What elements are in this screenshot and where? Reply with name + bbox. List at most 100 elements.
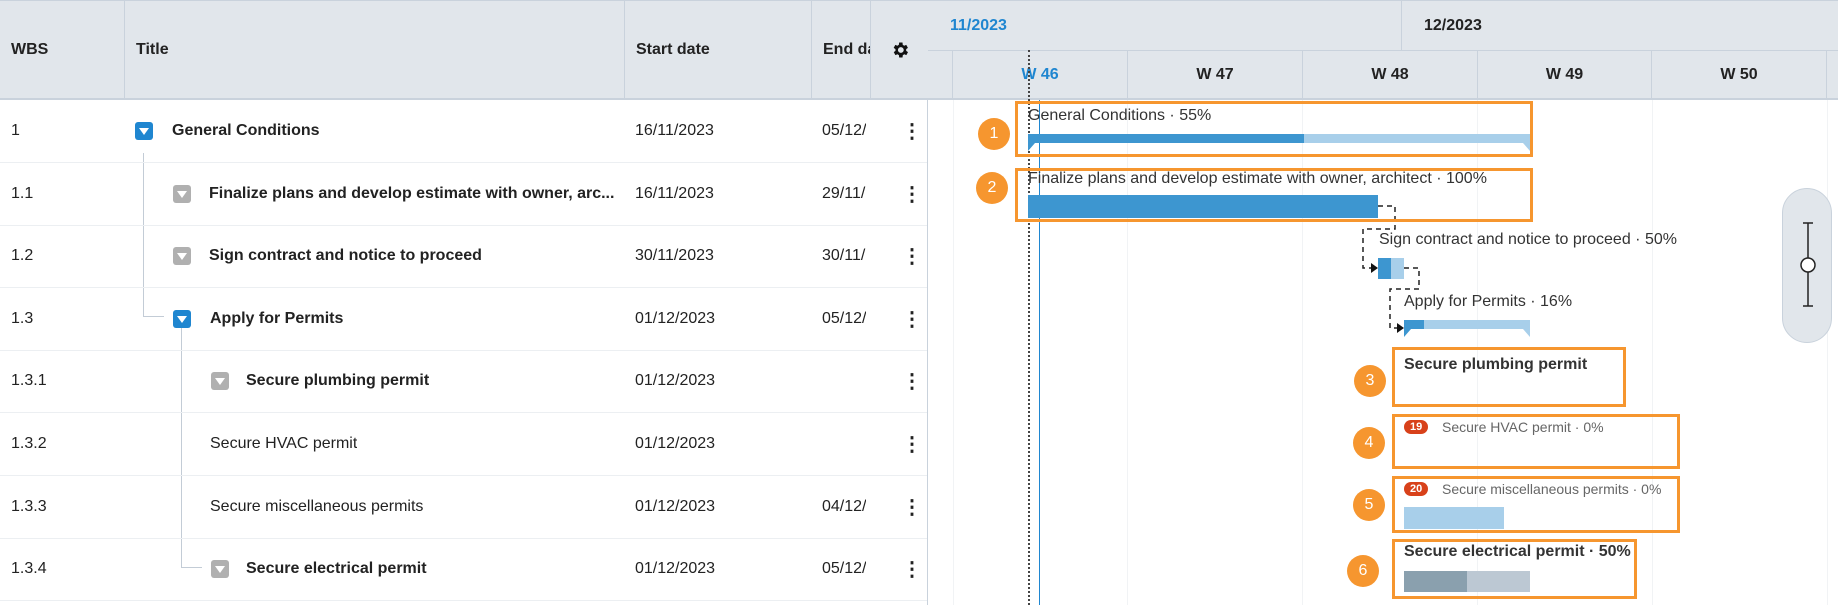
summary-end-cap	[1523, 329, 1530, 337]
table-row[interactable]: 1.2 Sign contract and notice to proceed …	[0, 225, 927, 288]
annotation-marker: 3	[1354, 365, 1386, 397]
week-label: W 48	[1303, 51, 1478, 99]
collapse-toggle-icon[interactable]	[173, 310, 191, 328]
table-row[interactable]: 1.3.1 Secure plumbing permit 01/12/2023 …	[0, 350, 927, 413]
zoom-slider[interactable]	[1782, 188, 1832, 343]
summary-bar-general-conditions[interactable]	[1028, 134, 1530, 143]
bar-label: Secure electrical permit · 50%	[1404, 543, 1631, 560]
table-row[interactable]: 1.3.2 Secure HVAC permit 01/12/2023 ⋮	[0, 413, 927, 476]
bar-label: Secure HVAC permit · 0%	[1442, 419, 1604, 435]
week-label: W 47	[1128, 51, 1303, 99]
task-bar-finalize-plans[interactable]	[1028, 195, 1378, 218]
end-date-cell: 30/11/2	[822, 247, 866, 264]
end-date-cell: 05/12/2	[822, 560, 866, 577]
table-row[interactable]: 1.3 Apply for Permits 01/12/2023 05/12/2…	[0, 288, 927, 351]
start-date-cell: 01/12/2023	[635, 310, 716, 327]
start-header-label: Start date	[636, 41, 710, 58]
column-header-start-date[interactable]: Start date	[625, 1, 812, 99]
annotation-box	[1392, 347, 1626, 407]
table-row[interactable]: 1.1 Finalize plans and develop estimate …	[0, 163, 927, 226]
month-label-current: 11/2023	[928, 1, 1838, 51]
annotation-marker: 2	[976, 172, 1008, 204]
dependency-link	[1362, 205, 1396, 269]
start-date-cell: 01/12/2023	[635, 498, 716, 515]
bar-label: Sign contract and notice to proceed · 50…	[1379, 231, 1677, 248]
week-partial	[928, 51, 953, 99]
wbs-cell: 1.3.4	[11, 560, 47, 577]
annotation-marker: 5	[1353, 489, 1385, 521]
end-date-cell: 05/12/2	[822, 122, 866, 139]
column-header-end-date[interactable]: End da	[812, 1, 871, 99]
week-gridline	[1302, 100, 1303, 605]
tree-line	[181, 328, 182, 567]
month-label-next: 12/2023	[1401, 1, 1838, 51]
progress-fill	[1028, 134, 1305, 143]
table-row[interactable]: 1 General Conditions 16/11/2023 05/12/2 …	[0, 100, 927, 163]
bar-label: Apply for Permits · 16%	[1404, 293, 1573, 310]
column-header-title[interactable]: Title	[125, 1, 625, 99]
wbs-cell: 1.3.2	[11, 435, 47, 452]
today-marker	[1028, 50, 1030, 605]
current-date-line	[1039, 100, 1040, 605]
grid-header: WBS Title Start date End da	[0, 0, 928, 100]
tree-line	[143, 316, 164, 317]
start-date-cell: 01/12/2023	[635, 372, 716, 389]
start-date-cell: 30/11/2023	[635, 247, 714, 264]
table-row[interactable]: 1.3.4 Secure electrical permit 01/12/202…	[0, 538, 927, 601]
end-date-cell: 29/11/2	[822, 185, 866, 202]
settings-button[interactable]	[871, 1, 928, 99]
wbs-cell: 1.3	[11, 310, 34, 327]
gear-icon	[893, 42, 908, 58]
expand-toggle-icon[interactable]	[173, 185, 191, 203]
task-bar-electrical-permit[interactable]	[1404, 571, 1530, 592]
expand-toggle-icon[interactable]	[211, 560, 229, 578]
annotation-box	[1392, 414, 1680, 469]
week-label: W 50	[1652, 51, 1827, 99]
expand-toggle-icon[interactable]	[211, 372, 229, 390]
title-header-label: Title	[136, 41, 169, 58]
week-gridline	[1127, 100, 1128, 605]
dependency-arrow-icon	[1371, 263, 1378, 273]
issue-count-badge[interactable]: 20	[1404, 482, 1429, 496]
progress-fill	[1378, 258, 1391, 279]
wbs-header-label: WBS	[11, 41, 49, 58]
annotation-marker: 6	[1347, 555, 1379, 587]
bar-label: General Conditions · 55%	[1028, 107, 1212, 124]
wbs-cell: 1	[11, 122, 20, 139]
expand-toggle-icon[interactable]	[173, 247, 191, 265]
week-label: W 49	[1478, 51, 1652, 99]
task-bar-misc-permits[interactable]	[1404, 507, 1504, 529]
bar-label: Finalize plans and develop estimate with…	[1028, 170, 1487, 187]
week-gridline	[1652, 100, 1653, 605]
month-label: 12/2023	[1424, 16, 1482, 34]
progress-fill	[1404, 320, 1425, 329]
start-date-cell: 16/11/2023	[635, 122, 714, 139]
annotation-box	[1392, 476, 1680, 533]
column-header-wbs[interactable]: WBS	[0, 1, 125, 99]
progress-fill	[1028, 195, 1378, 218]
start-date-cell: 01/12/2023	[635, 560, 716, 577]
table-row[interactable]: 1.3.3 Secure miscellaneous permits 01/12…	[0, 476, 927, 539]
summary-start-cap	[1028, 143, 1035, 151]
progress-fill	[1404, 571, 1467, 592]
annotation-box	[1015, 101, 1533, 157]
week-label: W 46	[953, 51, 1128, 99]
summary-start-cap	[1404, 329, 1411, 337]
week-gridline	[953, 100, 954, 605]
task-grid: WBS Title Start date End da 1 General Co…	[0, 0, 928, 605]
summary-end-cap	[1523, 143, 1530, 151]
bar-label: Secure plumbing permit	[1404, 356, 1588, 373]
summary-bar-apply-permits[interactable]	[1404, 320, 1530, 329]
issue-count-badge[interactable]: 19	[1404, 420, 1429, 434]
tree-line	[143, 153, 144, 316]
week-gridline	[1477, 100, 1478, 605]
week-gridline	[1827, 100, 1828, 605]
task-bar-sign-contract[interactable]	[1378, 258, 1404, 279]
annotation-box	[1015, 168, 1533, 222]
collapse-toggle-icon[interactable]	[135, 122, 153, 140]
timeline-header: 11/2023 12/2023 W 46 W 47 W 48 W 49 W 50	[928, 0, 1838, 100]
end-date-cell: 04/12/2	[822, 498, 866, 515]
annotation-box	[1392, 539, 1637, 599]
wbs-cell: 1.2	[11, 247, 34, 264]
